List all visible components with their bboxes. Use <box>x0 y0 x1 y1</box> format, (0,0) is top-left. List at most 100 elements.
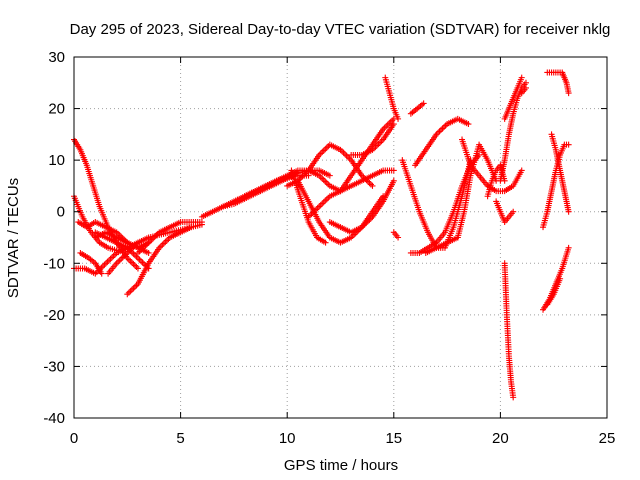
data-point-marker <box>390 167 397 174</box>
y-tick-label: -20 <box>43 307 65 324</box>
series-arc5 <box>77 249 105 277</box>
data-point-marker <box>157 243 164 250</box>
series-arc34 <box>501 74 525 122</box>
data-point-marker <box>319 200 326 207</box>
data-point-marker <box>322 178 329 185</box>
series-arc27 <box>422 234 461 256</box>
data-point-marker <box>510 394 517 401</box>
series-arc39 <box>544 275 564 308</box>
series-arc40 <box>544 69 564 76</box>
y-tick-label: -40 <box>43 410 65 427</box>
series-arc31 <box>493 198 517 226</box>
data-point-marker <box>320 199 327 206</box>
data-point-marker <box>316 203 323 210</box>
data-point-marker <box>314 205 321 212</box>
data-point-marker <box>383 123 390 130</box>
data-point-marker <box>125 256 132 263</box>
data-point-marker <box>320 177 327 184</box>
data-point-marker <box>367 181 374 188</box>
grid-lines <box>74 57 607 418</box>
plot-frame <box>73 56 608 419</box>
data-point-marker <box>343 152 350 159</box>
data-point-marker <box>377 139 384 146</box>
data-point-marker <box>439 125 446 132</box>
data-point-marker <box>127 288 134 295</box>
data-point-marker <box>322 239 329 246</box>
data-point-marker <box>420 100 427 107</box>
data-point-marker <box>134 265 141 272</box>
data-point-marker <box>130 261 137 268</box>
data-point-marker <box>340 149 347 156</box>
y-tick-label: 10 <box>48 152 65 169</box>
data-point-marker <box>438 126 445 133</box>
data-point-marker <box>106 257 113 264</box>
data-point-marker <box>128 286 135 293</box>
y-tick-label: -10 <box>43 255 65 272</box>
data-point-marker <box>369 182 376 189</box>
series-arc36 <box>548 131 572 215</box>
y-tick-label: 30 <box>48 49 65 66</box>
series-arc10 <box>92 229 152 251</box>
data-point-marker <box>510 208 517 215</box>
series-arc37 <box>540 141 572 231</box>
series-arc32 <box>501 260 517 401</box>
data-point-marker <box>110 252 117 259</box>
data-point-marker <box>441 123 448 130</box>
data-point-marker <box>305 172 312 179</box>
data-point-marker <box>101 261 108 268</box>
series-arc21 <box>382 74 402 122</box>
axis-ticks: 0 5 10 15 20 25 -40 -30 -20 -10 0 10 20 30 <box>43 49 615 447</box>
data-point-marker <box>102 260 109 267</box>
data-point-marker <box>389 117 396 124</box>
data-point-marker <box>322 146 329 153</box>
data-point-marker <box>342 151 349 158</box>
data-point-marker <box>378 137 385 144</box>
data-point-marker <box>319 175 326 182</box>
series-arc26 <box>407 100 427 117</box>
data-point-marker <box>98 270 105 277</box>
x-tick-label: 0 <box>70 430 78 447</box>
data-point-marker <box>565 244 572 251</box>
data-point-marker <box>518 167 525 174</box>
data-point-marker <box>133 253 140 260</box>
series-arc22 <box>390 229 402 241</box>
data-point-marker <box>522 84 529 91</box>
data-point-marker <box>465 121 472 128</box>
data-point-marker <box>104 258 111 265</box>
data-point-marker <box>130 285 137 292</box>
data-point-marker <box>565 141 572 148</box>
data-point-marker <box>131 262 138 269</box>
series-arc41 <box>559 69 572 97</box>
data-point-marker <box>565 208 572 215</box>
data-point-marker <box>128 259 135 266</box>
data-point-marker <box>346 155 353 162</box>
data-point-marker <box>436 128 443 135</box>
data-point-marker <box>390 177 397 184</box>
data-point-marker <box>134 255 141 262</box>
y-tick-label: -30 <box>43 358 65 375</box>
series-arc17 <box>305 167 397 220</box>
series-arc20 <box>348 121 397 158</box>
data-point-marker <box>322 197 329 204</box>
series-arc18 <box>326 177 397 236</box>
data-point-marker <box>160 240 167 247</box>
series-arc23 <box>399 157 474 251</box>
data-point-marker <box>395 234 402 241</box>
data-point-marker <box>323 196 330 203</box>
data-point-marker <box>107 255 114 262</box>
series-arc7 <box>124 224 195 298</box>
x-tick-label: 15 <box>385 430 402 447</box>
data-point-marker <box>434 129 441 136</box>
data-point-marker <box>159 241 166 248</box>
data-point-marker <box>395 115 402 122</box>
data-point-marker <box>109 254 116 261</box>
data-point-marker <box>125 289 132 296</box>
data-point-marker <box>145 239 152 246</box>
data-point-marker <box>145 249 152 256</box>
data-point-marker <box>133 263 140 270</box>
data-point-marker <box>153 232 160 239</box>
x-tick-label: 10 <box>279 430 296 447</box>
data-point-marker <box>390 121 397 128</box>
data-point-marker <box>139 259 146 266</box>
